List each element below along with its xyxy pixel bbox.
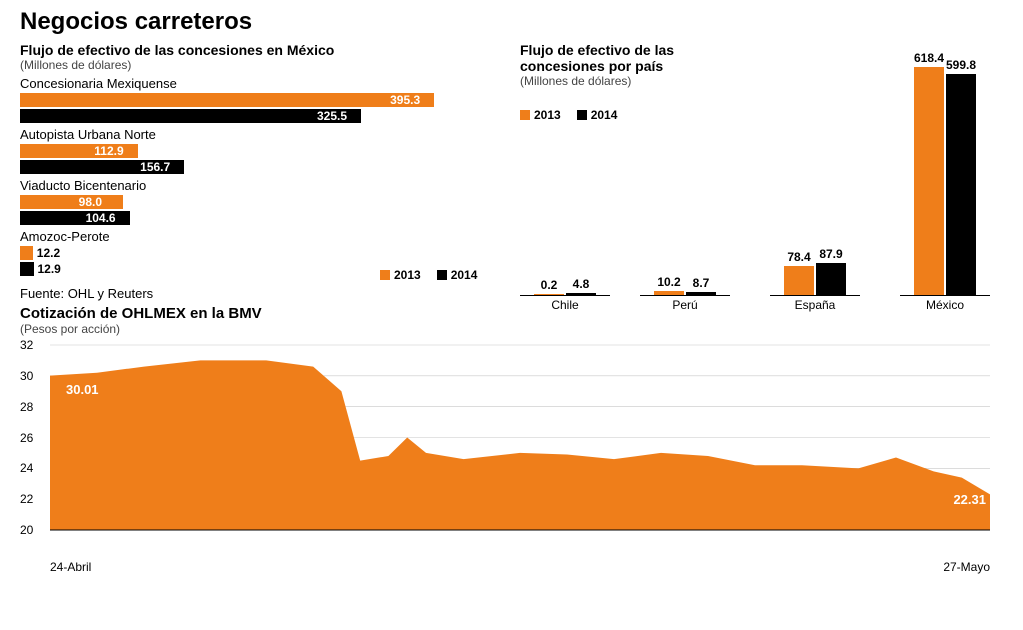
end-value-label: 22.31 xyxy=(953,492,986,507)
source-text: Fuente: OHL y Reuters xyxy=(20,286,500,301)
country-name: México xyxy=(900,295,990,312)
left-chart: Flujo de efectivo de las concesiones en … xyxy=(20,42,500,301)
country-name: Perú xyxy=(640,295,730,312)
bottom-chart: Cotización de OHLMEX en la BMV (Pesos po… xyxy=(20,305,1003,570)
vbar: 599.8 xyxy=(946,74,976,295)
legend-swatch-2013 xyxy=(380,270,390,280)
vbar-value: 8.7 xyxy=(693,276,710,290)
hbar-group: Autopista Urbana Norte 112.9 156.7 xyxy=(20,127,500,174)
hbar-value: 98.0 xyxy=(79,195,102,209)
hbar-value: 395.3 xyxy=(390,93,420,107)
country-name: Chile xyxy=(520,295,610,312)
vbar: 8.7 xyxy=(686,292,716,295)
legend-item-2013: 2013 xyxy=(380,268,421,282)
hbar-group: Viaducto Bicentenario 98.0 104.6 xyxy=(20,178,500,225)
hbar xyxy=(20,109,361,123)
hbar xyxy=(20,195,123,209)
right-chart: Flujo de efectivo de las concesiones por… xyxy=(520,42,1000,301)
page-title: Negocios carreteros xyxy=(20,8,1003,36)
country-group: 618.4599.8México xyxy=(900,55,990,312)
bottom-chart-unit: (Pesos por acción) xyxy=(20,322,1003,336)
vbar: 78.4 xyxy=(784,266,814,295)
top-section: Flujo de efectivo de las concesiones en … xyxy=(20,42,1003,301)
vbar-value: 618.4 xyxy=(914,51,944,65)
hbar-value: 156.7 xyxy=(140,160,170,174)
country-group: 10.28.7Perú xyxy=(640,55,730,312)
vbar: 10.2 xyxy=(654,291,684,295)
x-start-label: 24-Abril xyxy=(50,560,91,574)
vbar-value: 0.2 xyxy=(541,278,558,292)
legend-label-2014: 2014 xyxy=(451,268,478,282)
country-group: 78.487.9España xyxy=(770,55,860,312)
hbar-group-label: Amozoc-Perote xyxy=(20,229,500,244)
hbar-value: 12.9 xyxy=(38,262,61,276)
vbar: 618.4 xyxy=(914,67,944,295)
legend-label-2013: 2013 xyxy=(394,268,421,282)
hbar-group: Concesionaria Mexiquense 395.3 325.5 xyxy=(20,76,500,123)
vbar-value: 599.8 xyxy=(946,58,976,72)
legend-item-2014: 2014 xyxy=(437,268,478,282)
country-group: 0.24.8Chile xyxy=(520,55,610,312)
left-chart-unit: (Millones de dólares) xyxy=(20,58,500,72)
vbar-value: 10.2 xyxy=(657,275,680,289)
vbar: 0.2 xyxy=(534,294,564,295)
left-chart-title: Flujo de efectivo de las concesiones en … xyxy=(20,42,500,58)
hbar-value: 12.2 xyxy=(37,246,60,260)
vbar-value: 78.4 xyxy=(787,250,810,264)
hbar xyxy=(20,262,34,276)
start-value-label: 30.01 xyxy=(66,382,99,397)
hbar-value: 112.9 xyxy=(94,144,123,158)
country-name: España xyxy=(770,295,860,312)
hbar-value: 325.5 xyxy=(317,109,347,123)
hbar xyxy=(20,93,434,107)
left-legend: 2013 2014 xyxy=(380,268,477,282)
hbar-group-label: Concesionaria Mexiquense xyxy=(20,76,500,91)
line-chart-area: 2022242628303230.0122.3124-Abril27-Mayo xyxy=(20,340,1000,570)
vbar-value: 4.8 xyxy=(573,277,590,291)
hbar-value: 104.6 xyxy=(86,211,116,225)
x-end-label: 27-Mayo xyxy=(943,560,990,574)
vbar: 4.8 xyxy=(566,293,596,295)
hbar-group-label: Viaducto Bicentenario xyxy=(20,178,500,193)
hbar xyxy=(20,246,33,260)
vbar: 87.9 xyxy=(816,263,846,295)
legend-swatch-2014 xyxy=(437,270,447,280)
hbar-group-label: Autopista Urbana Norte xyxy=(20,127,500,142)
vbar-value: 87.9 xyxy=(819,247,842,261)
